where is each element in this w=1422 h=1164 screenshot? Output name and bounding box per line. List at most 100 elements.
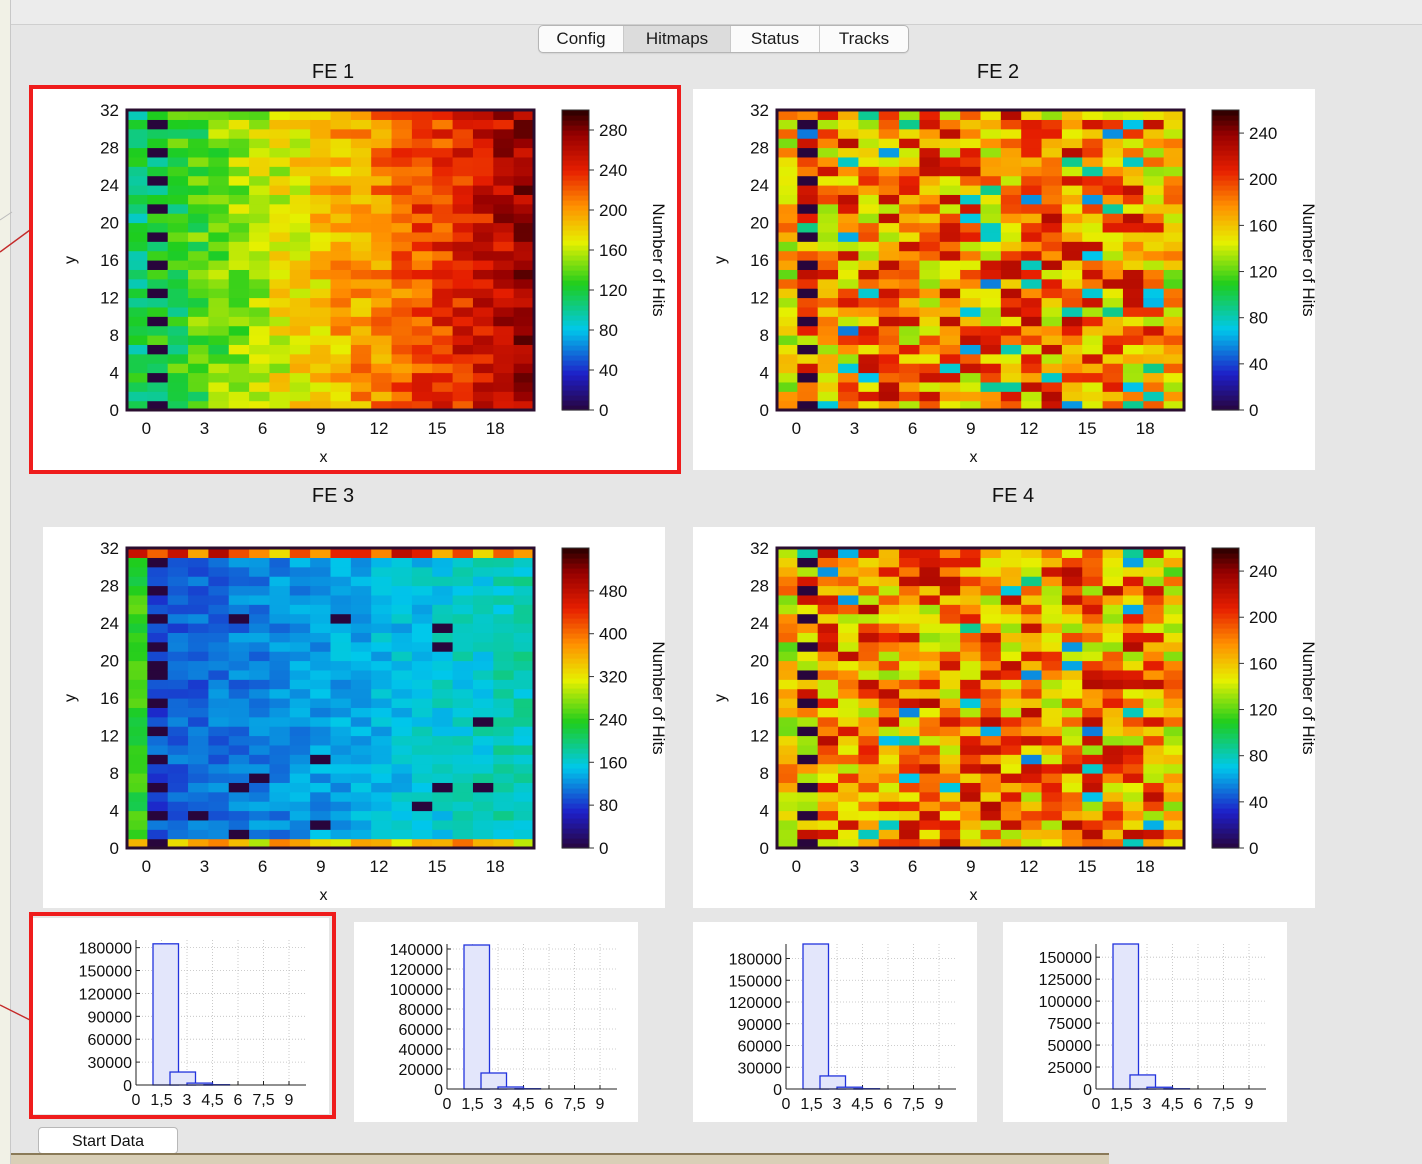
colorbar-tick-label: 480 (599, 582, 627, 601)
heatmap-cell (391, 773, 413, 783)
heatmap-cell (452, 754, 474, 765)
heatmap-cell (371, 344, 393, 355)
heatmap-cell (228, 773, 250, 783)
heatmap-cell (269, 344, 291, 355)
heatmap-cell (1041, 213, 1063, 224)
heatmap-cell (1021, 623, 1043, 633)
heatmap-cell (371, 147, 393, 158)
heatmap-cell (411, 325, 433, 336)
heatmap-cell (228, 213, 250, 224)
heatmap-cell (513, 213, 535, 224)
heatmap-cell (858, 269, 880, 280)
heatmap-cell (452, 138, 474, 149)
heatmap-cell (452, 801, 474, 812)
heatmap-cell (899, 353, 921, 364)
heatmap-cell (147, 773, 169, 783)
heatmap-cell (472, 660, 494, 671)
heatmap-cell (838, 754, 859, 765)
heatmap-cell (838, 241, 859, 252)
heatmap-cell (817, 278, 839, 289)
heatmap-cell (188, 548, 209, 558)
heatmap-cell (919, 773, 941, 783)
heatmap-cell (411, 119, 433, 130)
heatmap-cell (1041, 557, 1063, 568)
heatmap-cell (228, 810, 250, 821)
heatmap-cell (899, 381, 921, 392)
heatmap-cell (899, 819, 921, 830)
heatmap-cell (513, 372, 535, 383)
heatmap-cell (878, 344, 900, 355)
tab-status[interactable]: Status (731, 26, 820, 52)
heatmap-cell (1143, 156, 1165, 167)
colorbar-segment (1212, 210, 1239, 216)
heatmap-cell (777, 566, 798, 577)
heatmap-cell (371, 203, 393, 214)
colorbar-segment (562, 345, 589, 351)
heatmap-cell (960, 353, 982, 364)
heatmap-cell (939, 325, 961, 336)
heatmap-cell (817, 744, 839, 755)
tab-hitmaps[interactable]: Hitmaps (624, 26, 731, 52)
heatmap-cell (1041, 194, 1063, 205)
heatmap-cell (472, 838, 494, 849)
heatmap-cell (1122, 166, 1144, 177)
heatmap-cell (513, 166, 535, 177)
heatmap-cell (1082, 791, 1104, 802)
heatmap-cell (411, 754, 433, 765)
heatmap-cell (858, 810, 880, 821)
start-data-button[interactable]: Start Data (38, 1127, 178, 1154)
heatmap-cell (980, 110, 1002, 120)
colorbar-segment (562, 280, 589, 286)
heatmap-cell (1082, 175, 1104, 186)
heatmap-cell (228, 669, 250, 680)
heatmap-cell (939, 735, 961, 746)
heatmap-cell (188, 297, 209, 308)
heatmap-cell (310, 735, 332, 746)
heatmap-cell (919, 707, 941, 718)
colorbar-segment (1212, 763, 1239, 769)
heatmap-cell (249, 119, 271, 130)
heatmap-cell (939, 810, 961, 821)
heatmap-cell (371, 810, 393, 821)
heatmap-cell (228, 641, 250, 652)
heatmap-cell (777, 128, 798, 139)
heatmap-cell (817, 838, 839, 849)
heatmap-cell (1000, 604, 1022, 615)
heatmap-cell (939, 566, 961, 577)
heatmap-cell (411, 381, 433, 392)
heatmap-cell (472, 604, 494, 615)
heatmap-cell (452, 679, 474, 690)
heatmap-cell (1122, 791, 1144, 802)
heatmap-cell (1102, 707, 1124, 718)
heatmap-cell (1061, 623, 1083, 633)
tab-tracks[interactable]: Tracks (838, 29, 890, 48)
x-tick-label: 18 (1136, 419, 1155, 438)
heatmap-cell (939, 147, 961, 158)
heatmap-cell (1082, 400, 1104, 411)
heatmap-cell (167, 269, 189, 280)
heatmap-cell (1061, 679, 1083, 690)
heatmap-cell (1143, 128, 1165, 139)
heatmap-cell (432, 548, 454, 558)
heatmap-cell (1143, 632, 1165, 643)
heatmap-cell (371, 166, 393, 177)
heatmap-cell (960, 791, 982, 802)
heatmap-cell (858, 744, 880, 755)
heatmap-cell (1082, 801, 1104, 812)
heatmap-cell (167, 801, 189, 812)
heatmap-cell (330, 791, 352, 802)
colorbar-segment (562, 658, 589, 664)
heatmap-cell (919, 641, 941, 652)
heatmap-cell (208, 735, 230, 746)
heatmap-cell (1122, 119, 1144, 130)
heatmap-cell (350, 679, 372, 690)
tab-config[interactable]: Config (539, 26, 624, 52)
heatmap-cell (452, 566, 474, 577)
heatmap-cell (939, 838, 961, 849)
colorbar-segment (562, 763, 589, 769)
heatmap-cell (330, 110, 352, 120)
x-tick-label: 6 (258, 419, 267, 438)
heatmap-cell (878, 222, 900, 233)
heatmap-cell (269, 316, 291, 327)
heatmap-cell (330, 288, 352, 299)
